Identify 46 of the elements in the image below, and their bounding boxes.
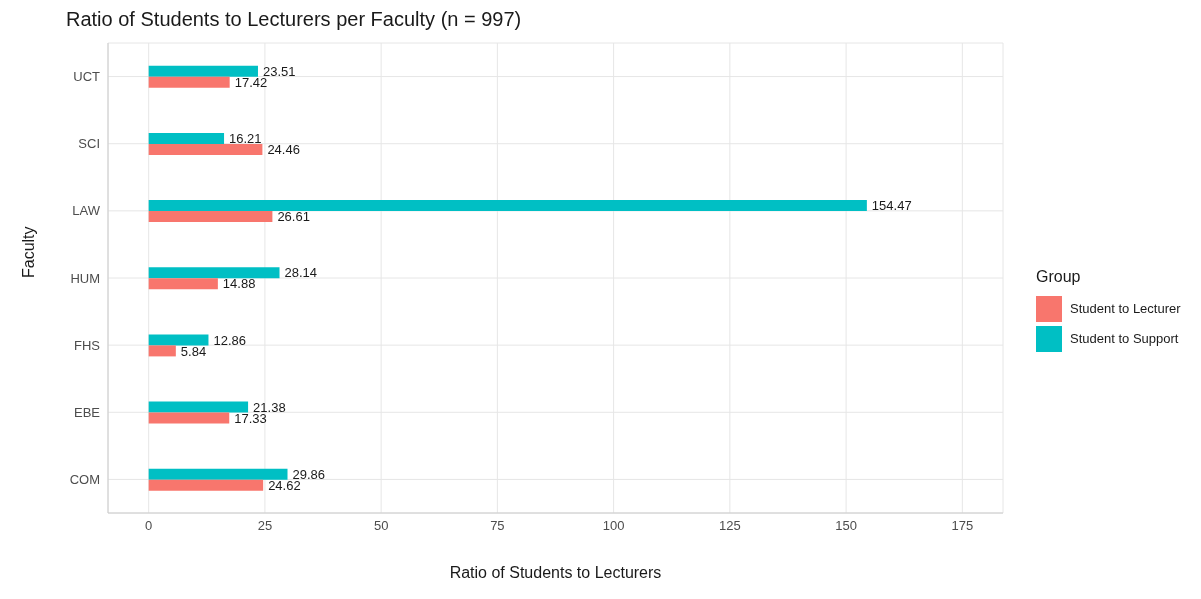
legend-label: Student to Support [1070, 331, 1179, 346]
data-label: 23.51 [262, 63, 296, 79]
x-tick-label: 0 [145, 518, 153, 534]
y-tick-label: HUM [70, 270, 100, 286]
bar [148, 200, 867, 212]
data-label: 154.47 [871, 198, 912, 214]
data-label: 16.21 [229, 131, 262, 147]
legend-title: Group [1036, 267, 1082, 286]
data-label: 28.14 [284, 265, 318, 281]
x-tick-label: 50 [373, 518, 389, 534]
x-tick-label: 150 [835, 518, 857, 534]
bar [148, 412, 230, 424]
x-tick-label: 175 [951, 518, 974, 534]
data-label: 29.86 [292, 466, 326, 482]
bar [148, 345, 176, 357]
bar [148, 267, 280, 279]
bar [148, 132, 225, 144]
data-label: 21.38 [253, 399, 286, 415]
x-tick-label: 100 [602, 518, 625, 534]
bar [148, 143, 263, 155]
y-tick-label: EBE [73, 404, 101, 420]
data-label: 26.61 [277, 209, 310, 225]
y-tick-label: UCT [73, 69, 101, 85]
bar [148, 211, 273, 223]
y-tick-label: LAW [72, 203, 101, 219]
y-tick-label: FHS [74, 337, 101, 353]
bar [148, 479, 264, 491]
y-tick-label: SCI [78, 136, 100, 152]
data-label: 14.88 [222, 276, 256, 292]
legend-label: Student to Lecturer [1070, 301, 1181, 316]
y-tick-label: COM [69, 472, 100, 488]
bar [148, 278, 218, 290]
bar [148, 401, 249, 413]
x-tick-label: 75 [490, 518, 505, 534]
bar [148, 65, 258, 77]
data-label: 12.86 [213, 332, 247, 348]
x-axis-title: Ratio of Students to Lecturers [449, 564, 662, 581]
y-axis-title: Faculty [19, 226, 37, 278]
bar [148, 76, 230, 88]
x-tick-label: 25 [257, 518, 273, 534]
bar [148, 468, 288, 480]
data-label: 5.84 [180, 343, 207, 359]
x-tick-label: 125 [719, 518, 741, 534]
data-label: 24.46 [267, 142, 300, 158]
bar [148, 334, 209, 346]
chart-title: Ratio of Students to Lecturers per Faculty (n = 997) [66, 8, 523, 32]
